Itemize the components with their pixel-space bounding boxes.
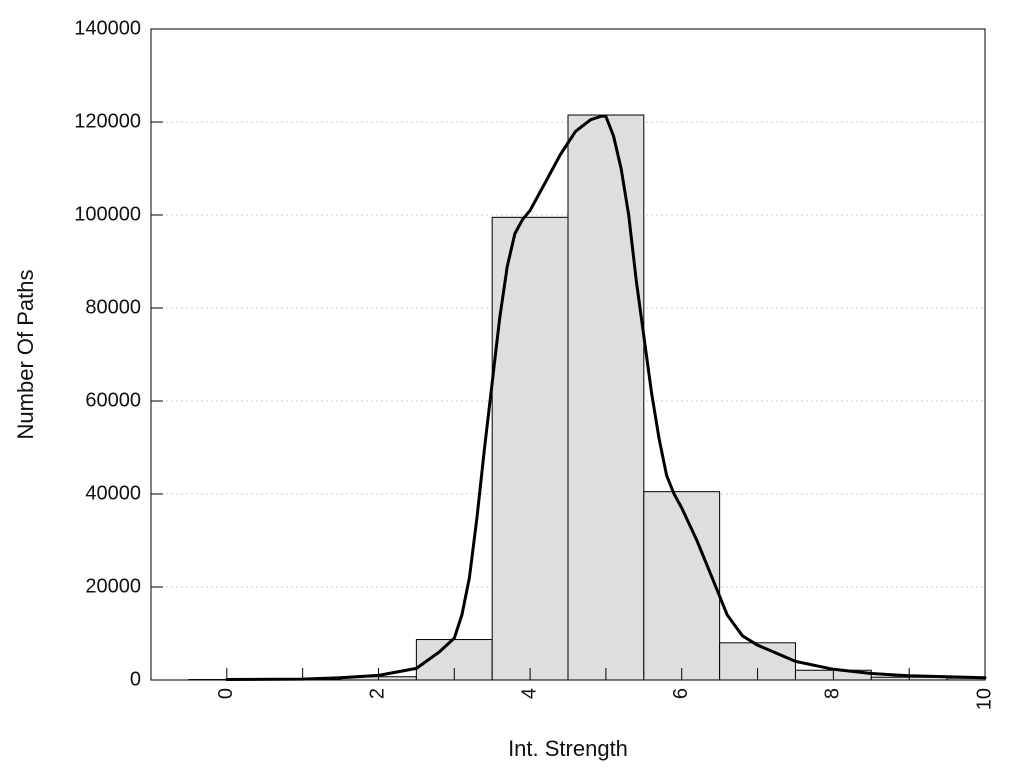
x-tick-label-4: 8	[822, 688, 844, 699]
y-axis-title: Number Of Paths	[13, 270, 38, 440]
histogram-bars	[188, 114, 986, 681]
x-axis-ticks: 0 2 4 6 8 10	[215, 668, 995, 710]
x-tick-label-2: 4	[518, 688, 540, 699]
y-tick-label-3: 60000	[85, 389, 141, 411]
x-tick-label-0: 0	[215, 688, 237, 699]
x-tick-label-1: 2	[367, 688, 389, 699]
fit-curve	[225, 114, 987, 681]
fit-curve-line	[225, 114, 987, 681]
bar-5	[567, 114, 645, 681]
x-axis-title: Int. Strength	[508, 736, 628, 761]
y-tick-label-7: 140000	[74, 17, 141, 39]
plot-frame	[150, 28, 986, 681]
y-tick-label-4: 80000	[85, 296, 141, 318]
bar-6	[643, 491, 721, 681]
x-tick-label-5: 10	[973, 688, 995, 710]
x-tick-label-3: 6	[670, 688, 692, 699]
y-tick-label-1: 20000	[85, 575, 141, 597]
y-tick-label-5: 100000	[74, 203, 141, 225]
y-axis-ticks: 0 20000 40000 60000 80000 100000 120000 140000	[74, 17, 163, 690]
y-tick-label-0: 0	[130, 668, 141, 690]
y-tick-label-6: 120000	[74, 110, 141, 132]
y-tick-label-2: 40000	[85, 482, 141, 504]
